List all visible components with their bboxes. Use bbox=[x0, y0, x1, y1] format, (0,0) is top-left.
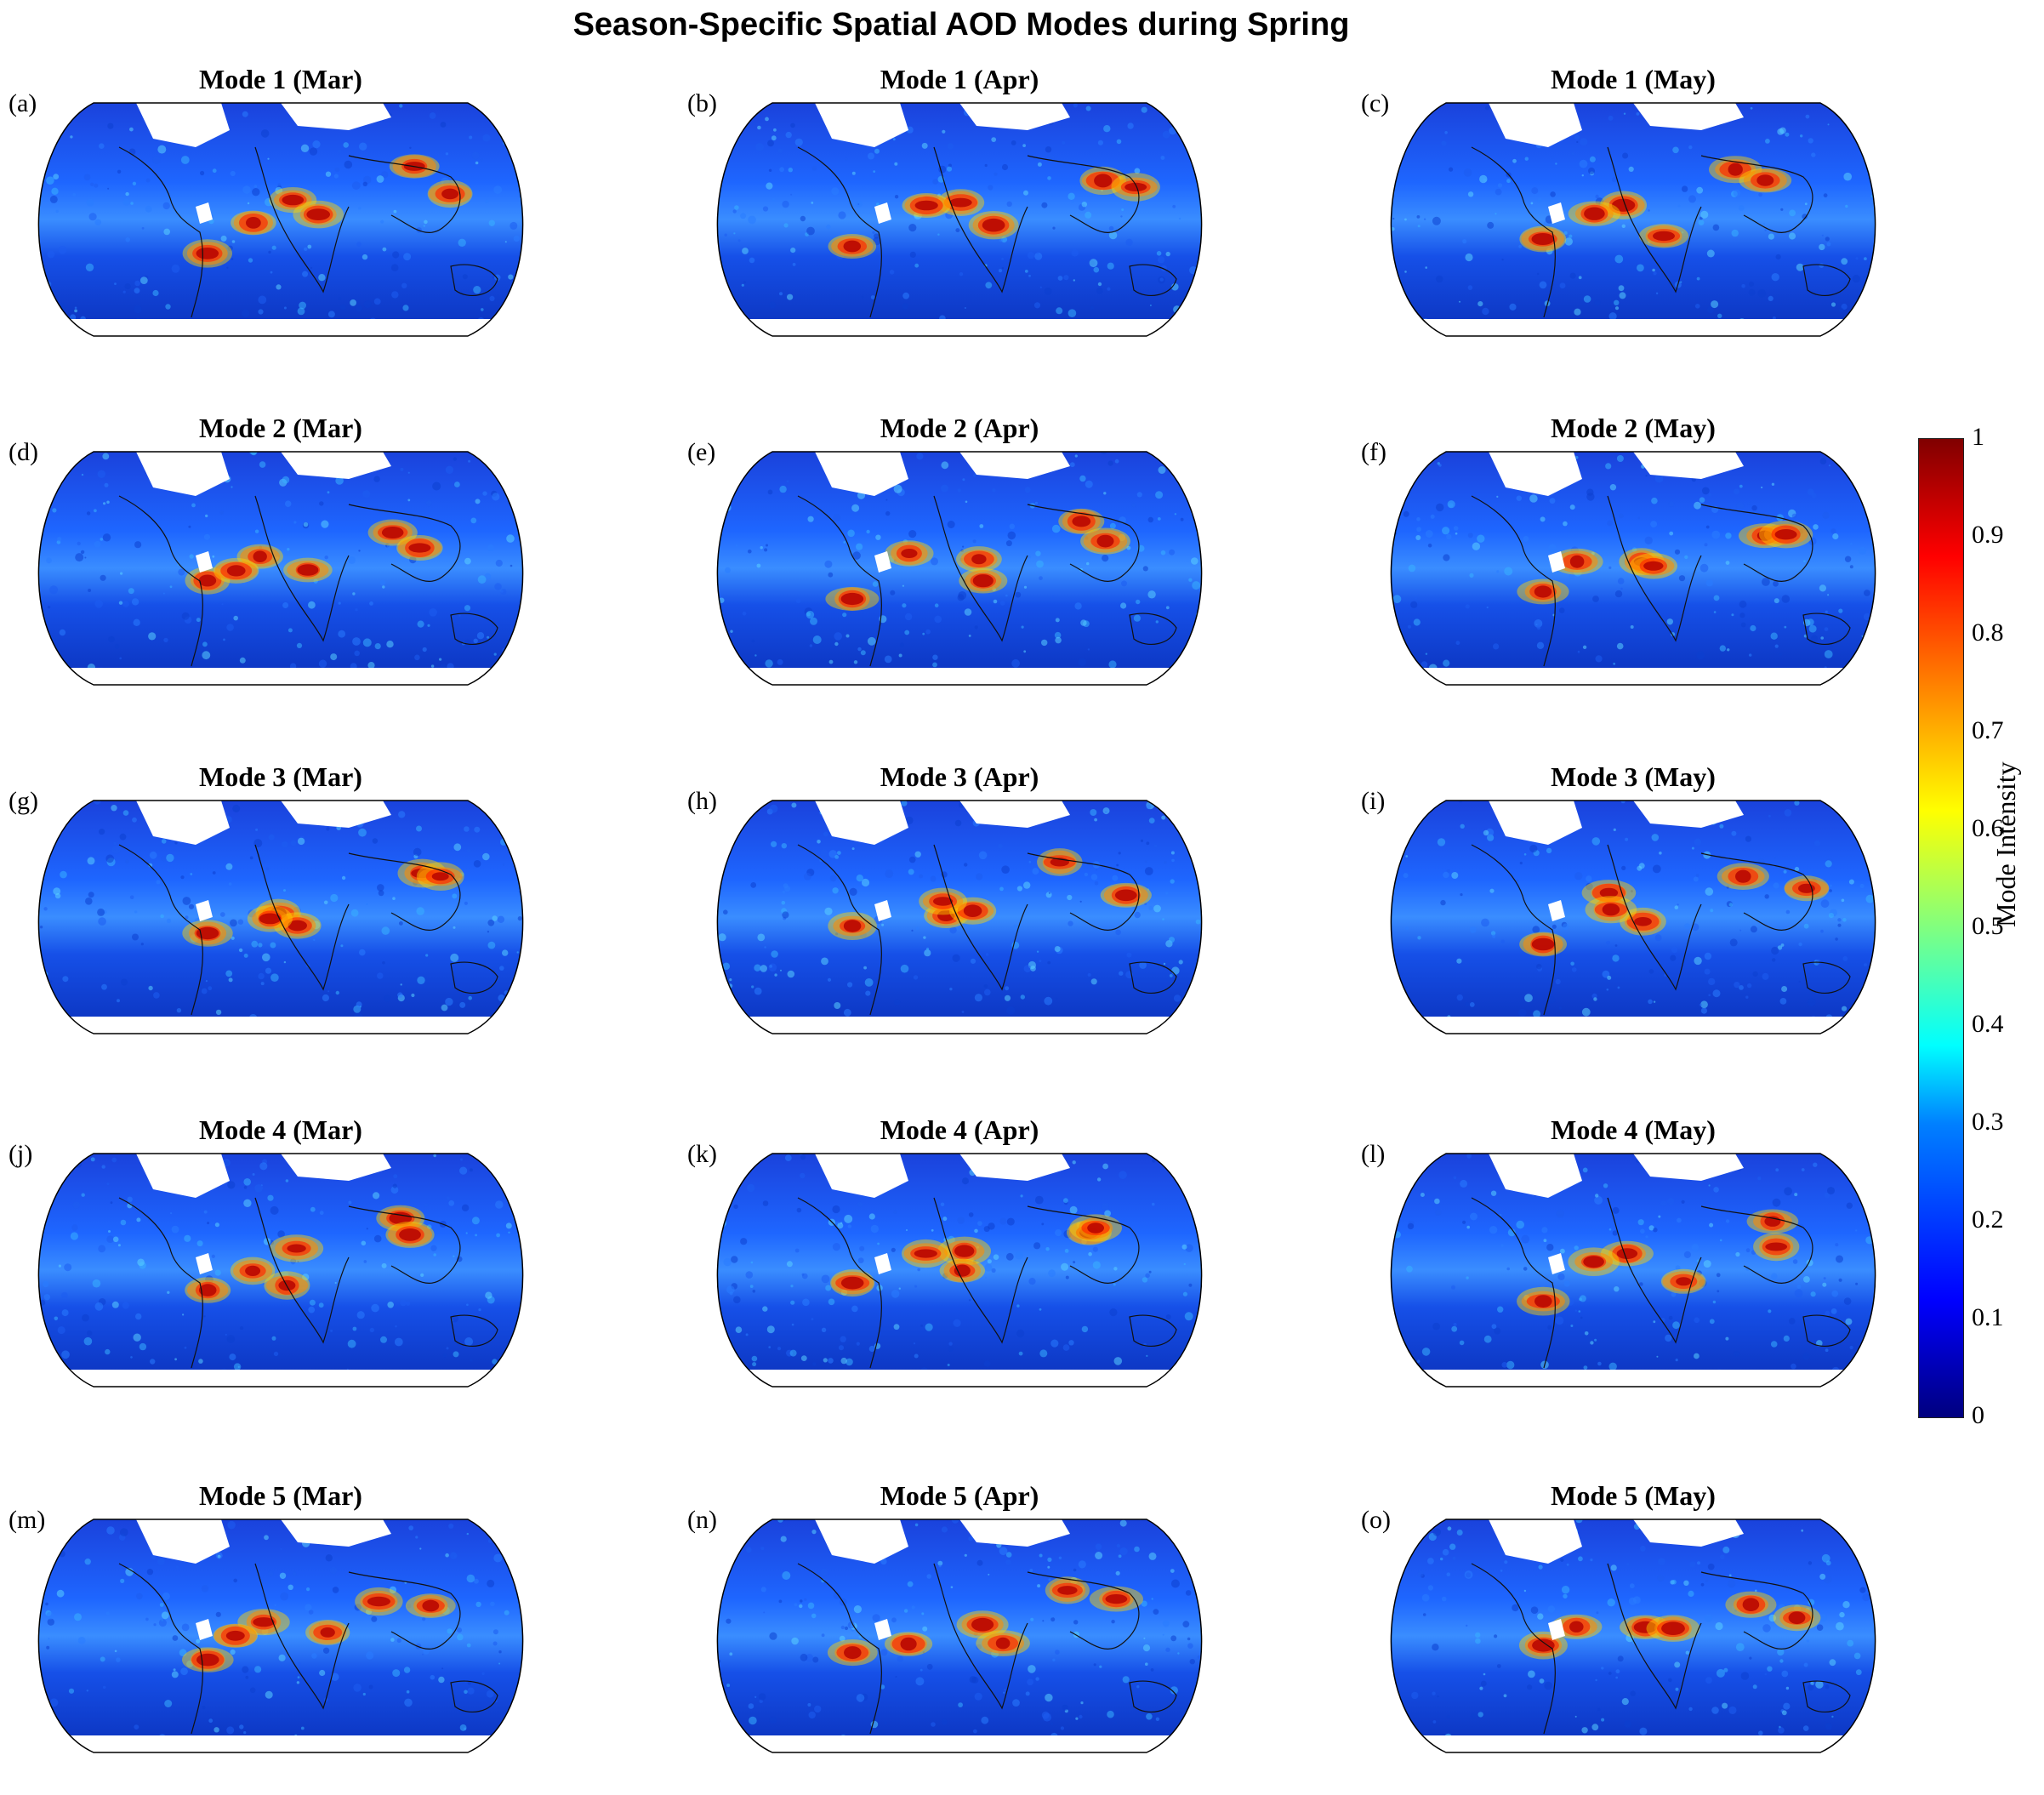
aod-map bbox=[37, 451, 524, 686]
panel-title: Mode 2 (Mar) bbox=[199, 413, 362, 443]
aod-map bbox=[1390, 800, 1876, 1034]
panel-letter: (i) bbox=[1361, 787, 1386, 815]
panel-letter: (a) bbox=[9, 89, 37, 117]
aod-map bbox=[37, 800, 524, 1034]
panel-letter: (k) bbox=[687, 1140, 717, 1168]
map-panel: Mode 3 (Mar) (g) bbox=[9, 761, 553, 1076]
aod-map bbox=[37, 1153, 524, 1388]
panel-title: Mode 4 (May) bbox=[1551, 1114, 1716, 1145]
panel-title: Mode 1 (Apr) bbox=[880, 64, 1039, 94]
panel-title: Mode 5 (Mar) bbox=[199, 1480, 362, 1511]
map-panel: Mode 1 (Apr) (b) bbox=[687, 64, 1232, 379]
panel-letter: (g) bbox=[9, 787, 38, 815]
colorbar-tick-label: 0.7 bbox=[1972, 716, 2004, 744]
panel-letter: (f) bbox=[1361, 438, 1386, 466]
aod-map bbox=[1390, 451, 1876, 686]
panel-title: Mode 2 (Apr) bbox=[880, 413, 1039, 443]
colorbar-gradient bbox=[1919, 439, 1963, 1417]
map-panel: Mode 5 (Mar) (m) bbox=[9, 1480, 553, 1795]
map-panel: Mode 2 (May) (f) bbox=[1361, 413, 1905, 727]
aod-map bbox=[1390, 1519, 1876, 1753]
colorbar-tick-label: 1 bbox=[1972, 423, 1984, 451]
aod-map bbox=[716, 800, 1203, 1034]
panel-letter: (c) bbox=[1361, 89, 1390, 117]
aod-map bbox=[716, 102, 1203, 337]
panel-title: Mode 3 (Apr) bbox=[880, 761, 1039, 792]
colorbar-label: Mode Intensity bbox=[1990, 761, 2021, 927]
aod-map bbox=[1390, 1153, 1876, 1388]
panel-title: Mode 1 (Mar) bbox=[199, 64, 362, 94]
colorbar-tick-label: 0.2 bbox=[1972, 1205, 2004, 1234]
panel-title: Mode 2 (May) bbox=[1551, 413, 1716, 443]
panel-letter: (e) bbox=[687, 438, 716, 466]
map-panel: Mode 4 (Apr) (k) bbox=[687, 1114, 1232, 1429]
map-panel: Mode 3 (Apr) (h) bbox=[687, 761, 1232, 1076]
aod-map bbox=[1390, 102, 1876, 337]
colorbar-tick-label: 0.9 bbox=[1972, 521, 2004, 549]
map-panel: Mode 3 (May) (i) bbox=[1361, 761, 1905, 1076]
colorbar-tick-label: 0.6 bbox=[1972, 814, 2004, 842]
map-panel: Mode 4 (Mar) (j) bbox=[9, 1114, 553, 1429]
colorbar-tick-label: 0 bbox=[1972, 1401, 1984, 1429]
panel-letter: (m) bbox=[9, 1506, 46, 1534]
aod-map bbox=[37, 102, 524, 337]
colorbar-tick-label: 0.3 bbox=[1972, 1108, 2004, 1136]
panel-title: Mode 5 (Apr) bbox=[880, 1480, 1039, 1511]
map-panel: Mode 5 (Apr) (n) bbox=[687, 1480, 1232, 1795]
panel-title: Mode 1 (May) bbox=[1551, 64, 1716, 94]
panel-letter: (d) bbox=[9, 438, 38, 466]
map-panel: Mode 1 (Mar) (a) bbox=[9, 64, 553, 379]
panel-title: Mode 3 (May) bbox=[1551, 761, 1716, 792]
map-panel: Mode 2 (Apr) (e) bbox=[687, 413, 1232, 727]
colorbar bbox=[1918, 438, 1964, 1418]
figure-title: Season-Specific Spatial AOD Modes during… bbox=[572, 7, 1350, 43]
map-panel: Mode 2 (Mar) (d) bbox=[9, 413, 553, 727]
map-panel: Mode 5 (May) (o) bbox=[1361, 1480, 1905, 1795]
aod-map bbox=[37, 1519, 524, 1753]
panel-title: Mode 3 (Mar) bbox=[199, 761, 362, 792]
map-panel: Mode 1 (May) (c) bbox=[1361, 64, 1905, 379]
panel-letter: (n) bbox=[687, 1506, 717, 1534]
panel-letter: (h) bbox=[687, 787, 717, 815]
panel-title: Mode 5 (May) bbox=[1551, 1480, 1716, 1511]
colorbar-tick-label: 0.5 bbox=[1972, 912, 2004, 940]
panel-title: Mode 4 (Mar) bbox=[199, 1114, 362, 1145]
colorbar-tick-label: 0.8 bbox=[1972, 618, 2004, 647]
colorbar-tick-label: 0.4 bbox=[1972, 1010, 2004, 1038]
panel-letter: (b) bbox=[687, 89, 717, 117]
colorbar-tick-label: 0.1 bbox=[1972, 1303, 2004, 1331]
panel-letter: (l) bbox=[1361, 1140, 1386, 1168]
aod-map bbox=[716, 1153, 1203, 1388]
map-panel: Mode 4 (May) (l) bbox=[1361, 1114, 1905, 1429]
aod-map bbox=[716, 451, 1203, 686]
aod-map bbox=[716, 1519, 1203, 1753]
panel-title: Mode 4 (Apr) bbox=[880, 1114, 1039, 1145]
panel-letter: (o) bbox=[1361, 1506, 1391, 1534]
panel-letter: (j) bbox=[9, 1140, 33, 1168]
